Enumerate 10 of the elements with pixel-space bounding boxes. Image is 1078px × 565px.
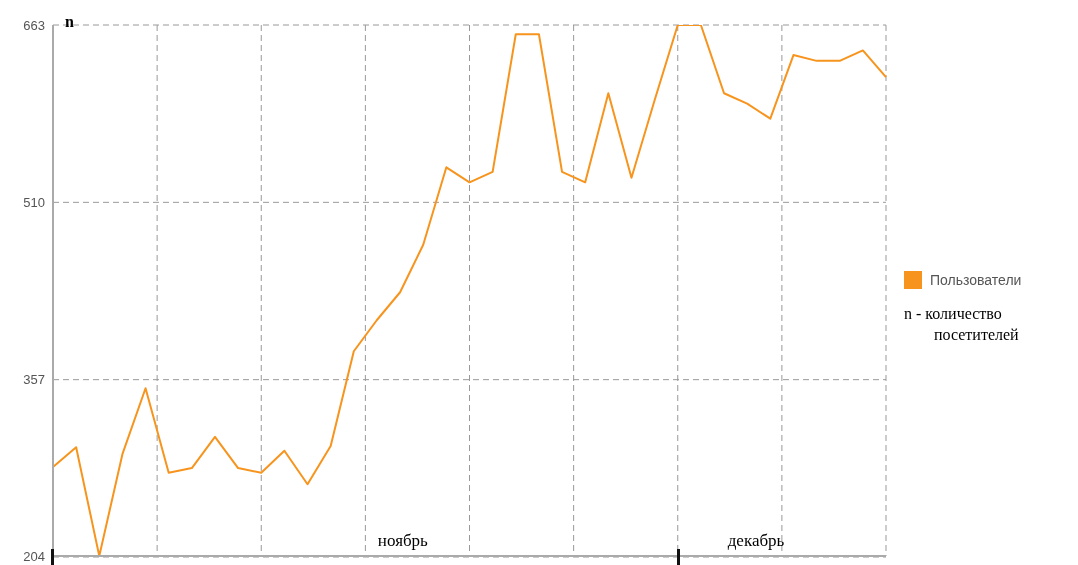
y-tick-label: 510: [23, 194, 45, 210]
annotation: ноябрь: [377, 531, 428, 551]
annotation: декабрь: [727, 531, 785, 551]
line-series: [52, 25, 887, 556]
y-tick-label: 663: [23, 17, 45, 33]
text: n - количество посетителей: [904, 304, 1020, 345]
y-axis-title: n: [65, 13, 74, 31]
y-tick-label: 357: [23, 371, 45, 387]
y-tick-label: 204: [23, 548, 45, 564]
legend-label: Пользователи: [930, 272, 1022, 288]
